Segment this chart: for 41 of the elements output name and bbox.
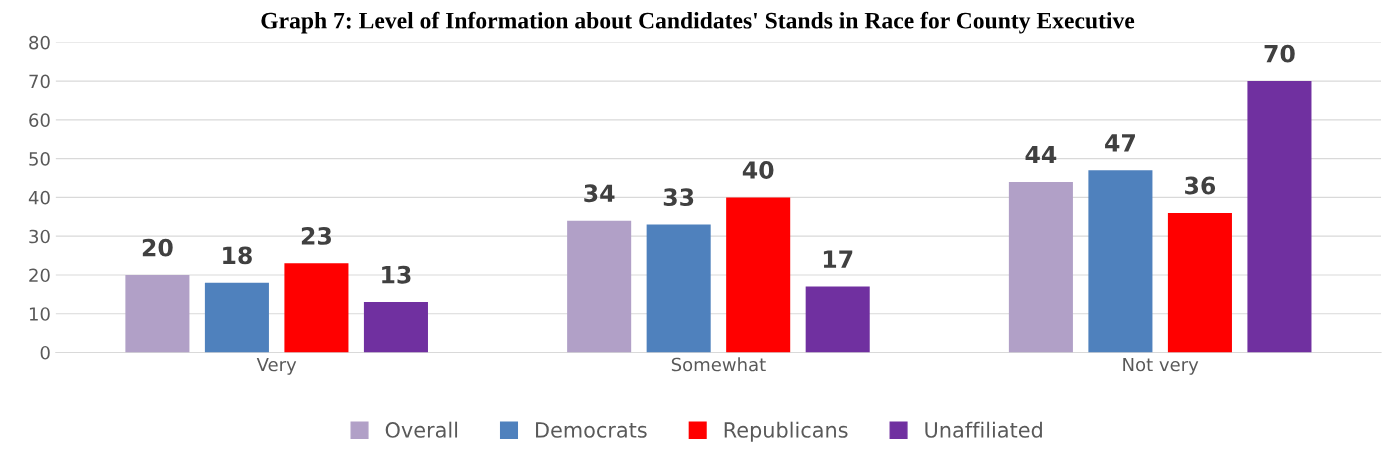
y-tick-label: 70: [29, 74, 50, 89]
y-tick-label: 30: [29, 229, 50, 244]
bar: [726, 197, 791, 353]
data-label: 20: [142, 238, 173, 257]
legend-label: Republicans: [724, 421, 848, 442]
bar: [1167, 212, 1232, 353]
x-tick-label: Very: [256, 357, 297, 375]
legend-label: Democrats: [536, 422, 647, 438]
data-label: 17: [823, 250, 853, 268]
data-label: 23: [301, 226, 331, 245]
bar: [363, 302, 428, 353]
y-tick-label: 50: [29, 152, 50, 166]
data-label: 47: [1105, 134, 1135, 152]
y-tick-label: 80: [29, 35, 50, 50]
bar: [646, 224, 711, 353]
data-label: 44: [1025, 145, 1057, 164]
bar: [204, 282, 269, 353]
data-label: 70: [1264, 44, 1295, 63]
data-label: 13: [382, 265, 411, 284]
bar: [805, 286, 870, 353]
y-tick-label: 20: [29, 268, 50, 283]
bar: [1008, 181, 1073, 353]
data-label: 34: [584, 184, 615, 203]
data-label: 40: [742, 161, 774, 179]
y-tick-label: 60: [29, 113, 50, 127]
data-label: 18: [223, 246, 252, 265]
chart-title: Graph 7: Level of Information about Candidates' Stands in Race for County Executive: [261, 11, 1135, 34]
x-tick-label: Not very: [1123, 357, 1199, 375]
data-label: 33: [663, 188, 694, 207]
y-tick-label: 0: [40, 345, 50, 360]
y-tick-label: 10: [29, 307, 50, 321]
bar: [567, 220, 632, 353]
bar: [284, 263, 349, 353]
legend-label: Overall: [385, 421, 458, 438]
data-label: 36: [1185, 176, 1216, 195]
y-tick-label: 40: [28, 190, 50, 205]
bar: [1247, 81, 1312, 353]
bar: [1088, 170, 1153, 353]
legend-label: Unaffiliated: [925, 421, 1042, 438]
bar: [125, 274, 190, 353]
x-tick-label: Somewhat: [671, 357, 766, 372]
